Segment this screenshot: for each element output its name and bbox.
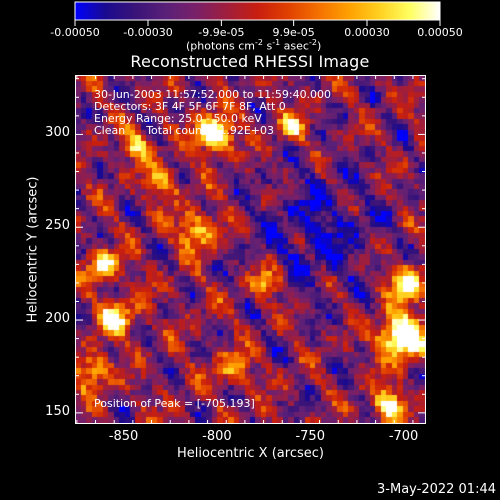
x-tick-label: -850 (108, 429, 139, 444)
colorbar-units: (photons cm-2 s-1 asec-2) (186, 38, 322, 53)
y-axis-label: Heliocentric Y (arcsec) (25, 176, 41, 323)
x-tick-label: -750 (295, 429, 325, 444)
colorbar-gradient (74, 1, 441, 21)
y-tick-label: 300 (45, 125, 70, 141)
footer-date: 3-May-2022 01:44 (377, 482, 496, 497)
colorbar-tick-label: 9.9e-05 (273, 26, 315, 39)
plot-area: 30-Jun-2003 11:57:52.000 to 11:59:40.000… (75, 75, 426, 424)
colorbar: -0.00050 -0.00030 -9.9e-05 9.9e-05 0.00030 0.… (50, 1, 463, 39)
annotation-time-range: 30-Jun-2003 11:57:52.000 to 11:59:40.000 (94, 88, 332, 101)
y-tick-label: 150 (45, 403, 70, 419)
x-tick-label: -700 (388, 429, 419, 444)
annotation-peak: Position of Peak = [-705,193] (94, 397, 255, 410)
colorbar-tick-label: -0.00050 (50, 26, 99, 39)
x-axis-label: Heliocentric X (arcsec) (177, 446, 324, 461)
annotation-energy: Energy Range: 25.0 - 50.0 keV (94, 112, 262, 125)
plot-frame (75, 75, 426, 424)
colorbar-tick-label: -9.9e-05 (198, 26, 244, 39)
heatmap-image (76, 76, 425, 423)
chart-title: Reconstructed RHESSI Image (130, 52, 370, 71)
colorbar-tick-label: 0.00030 (344, 26, 390, 39)
colorbar-tick-label: 0.00050 (417, 26, 463, 39)
y-tick-label: 250 (45, 218, 70, 234)
colorbar-tick-label: -0.00030 (123, 26, 172, 39)
annotation-detectors: Detectors: 3F 4F 5F 6F 7F 8F, Att 0 (94, 100, 286, 113)
x-tick-label: -800 (202, 429, 232, 444)
y-tick-label: 200 (45, 311, 70, 327)
annotation-clean: Clean Total counts: 1.92E+03 (94, 124, 275, 137)
